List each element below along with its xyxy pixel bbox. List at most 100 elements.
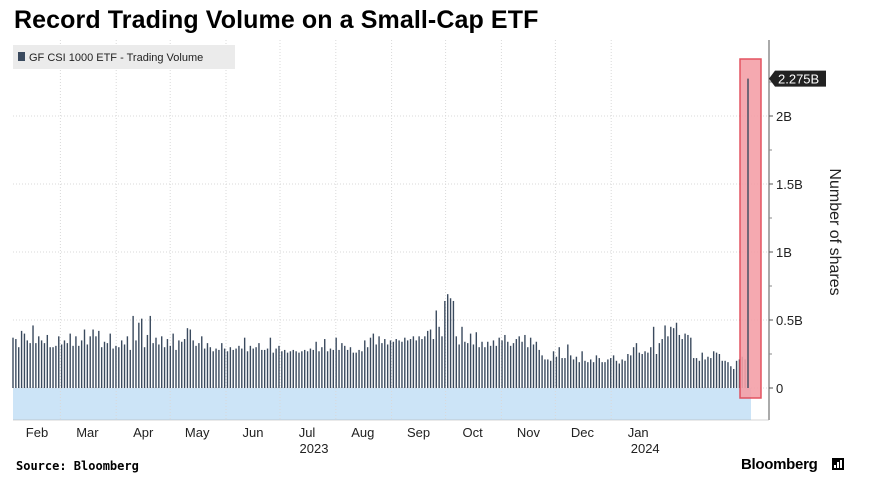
bar bbox=[172, 334, 173, 388]
bar bbox=[47, 335, 48, 388]
bar bbox=[561, 358, 562, 388]
bar bbox=[287, 353, 288, 388]
legend-label: GF CSI 1000 ETF - Trading Volume bbox=[29, 52, 203, 64]
bar bbox=[195, 346, 196, 388]
bar bbox=[636, 343, 637, 388]
bar bbox=[275, 349, 276, 388]
bar bbox=[355, 353, 356, 388]
bar bbox=[584, 361, 585, 388]
bar bbox=[110, 334, 111, 388]
bar bbox=[413, 336, 414, 388]
bar bbox=[270, 338, 271, 388]
bar bbox=[458, 344, 459, 388]
bar bbox=[376, 344, 377, 388]
bar bbox=[358, 350, 359, 388]
bar bbox=[530, 338, 531, 388]
bar bbox=[367, 347, 368, 388]
bar bbox=[662, 339, 663, 388]
bar bbox=[690, 338, 691, 388]
bar bbox=[427, 331, 428, 388]
bar bbox=[624, 361, 625, 388]
bar bbox=[639, 353, 640, 388]
bar bbox=[267, 349, 268, 388]
bar bbox=[72, 346, 73, 388]
bar bbox=[656, 354, 657, 388]
bar bbox=[327, 351, 328, 388]
bar bbox=[152, 343, 153, 388]
bar bbox=[350, 347, 351, 388]
bar bbox=[441, 336, 442, 388]
bar bbox=[676, 323, 677, 388]
x-tick-label: Jun bbox=[243, 425, 264, 440]
bar bbox=[215, 349, 216, 388]
bar bbox=[144, 347, 145, 388]
bar bbox=[281, 351, 282, 388]
y-tick-label: 0 bbox=[776, 381, 783, 396]
bar bbox=[84, 330, 85, 388]
bar bbox=[713, 351, 714, 388]
bar bbox=[630, 355, 631, 388]
bar bbox=[298, 353, 299, 388]
bar bbox=[230, 347, 231, 388]
bar bbox=[410, 339, 411, 388]
bar bbox=[673, 328, 674, 388]
bar bbox=[64, 340, 65, 388]
bar bbox=[167, 339, 168, 388]
bar bbox=[581, 351, 582, 388]
bar bbox=[58, 336, 59, 388]
bar bbox=[733, 369, 734, 388]
bar bbox=[192, 340, 193, 388]
bloomberg-chart-icon bbox=[832, 458, 844, 470]
bar bbox=[87, 344, 88, 388]
y-tick-label: 0.5B bbox=[776, 313, 803, 328]
bar bbox=[450, 298, 451, 388]
bar bbox=[527, 347, 528, 388]
bar bbox=[104, 342, 105, 388]
bar bbox=[704, 359, 705, 388]
bar bbox=[69, 334, 70, 388]
bar bbox=[155, 338, 156, 388]
bar bbox=[670, 327, 671, 388]
bar bbox=[533, 344, 534, 388]
bar bbox=[487, 342, 488, 388]
bar bbox=[650, 347, 651, 388]
bar bbox=[467, 343, 468, 388]
bar bbox=[696, 358, 697, 388]
bar bbox=[18, 347, 19, 388]
bar bbox=[190, 330, 191, 388]
bar bbox=[444, 301, 445, 388]
bar bbox=[212, 351, 213, 388]
bar bbox=[250, 346, 251, 388]
bar bbox=[364, 340, 365, 388]
bar bbox=[702, 353, 703, 388]
bar bbox=[341, 343, 342, 388]
bar bbox=[41, 340, 42, 388]
bar bbox=[324, 339, 325, 388]
bar bbox=[293, 350, 294, 388]
bar bbox=[596, 355, 597, 388]
bar bbox=[90, 336, 91, 388]
bar bbox=[52, 347, 53, 388]
y-tick-label: 1B bbox=[776, 245, 792, 260]
bar bbox=[247, 351, 248, 388]
bar bbox=[150, 316, 151, 388]
bar bbox=[132, 316, 133, 388]
bar bbox=[118, 347, 119, 388]
bar bbox=[115, 346, 116, 388]
bar bbox=[593, 362, 594, 388]
bar bbox=[490, 346, 491, 388]
bar bbox=[659, 343, 660, 388]
bar bbox=[161, 336, 162, 388]
bar bbox=[541, 355, 542, 388]
bar bbox=[147, 335, 148, 388]
bar bbox=[107, 343, 108, 388]
bar bbox=[398, 340, 399, 388]
bar bbox=[722, 361, 723, 388]
bar bbox=[556, 357, 557, 388]
bar bbox=[464, 342, 465, 388]
bar bbox=[396, 339, 397, 388]
x-tick-label: Sep bbox=[407, 425, 430, 440]
bar bbox=[138, 323, 139, 388]
bar bbox=[353, 353, 354, 388]
x-tick-label: Jul bbox=[299, 425, 316, 440]
